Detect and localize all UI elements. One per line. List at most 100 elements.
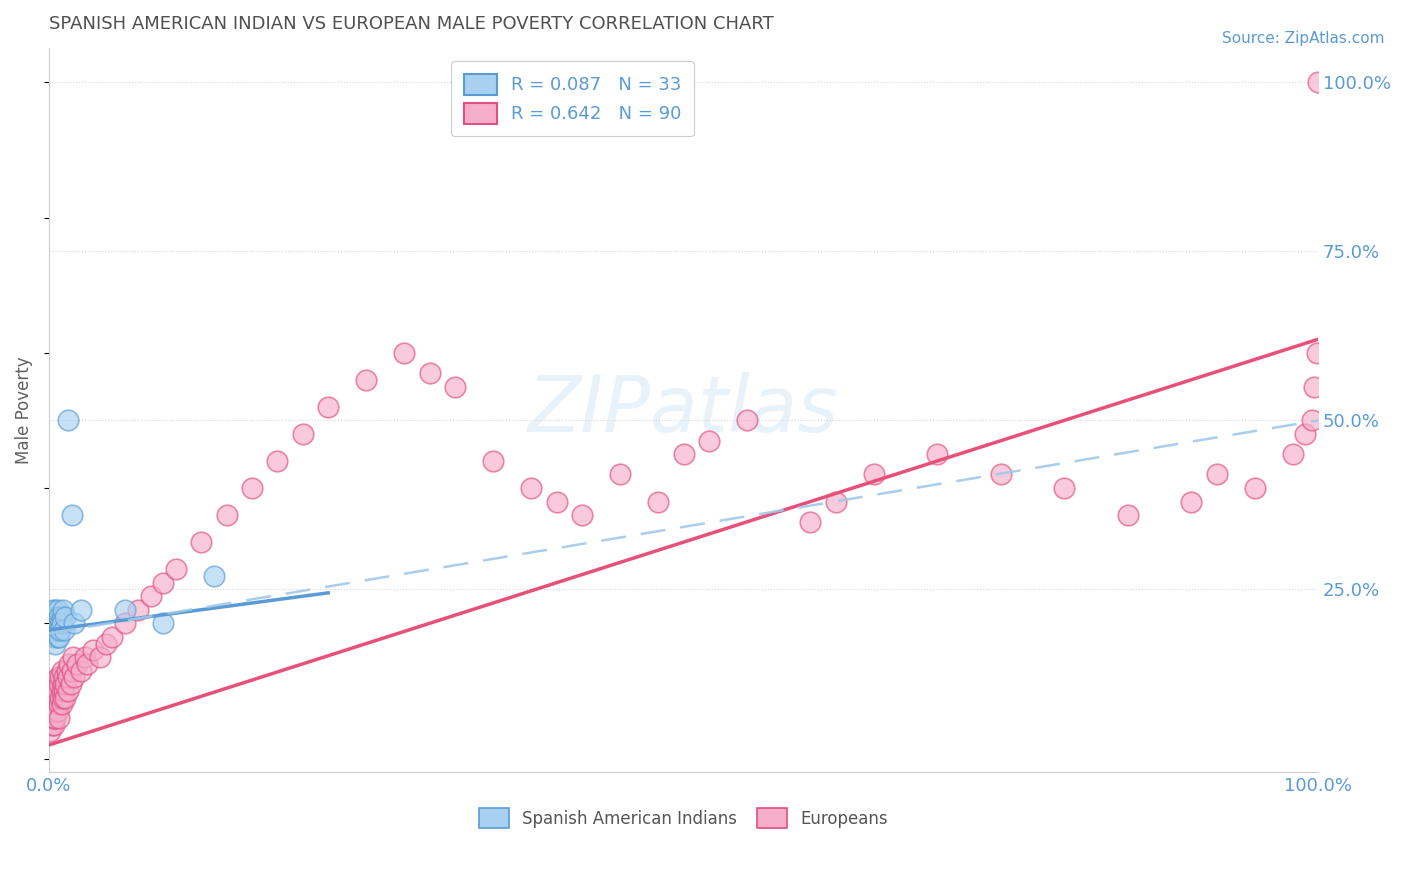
Point — [63, 670, 86, 684]
Point — [63, 616, 86, 631]
Point — [60, 508, 83, 522]
Point — [927, 447, 949, 461]
Point — [73, 650, 96, 665]
Point — [42, 711, 65, 725]
Point — [39, 724, 62, 739]
Point — [46, 616, 69, 631]
Point — [419, 366, 441, 380]
Point — [58, 657, 80, 671]
Point — [165, 562, 187, 576]
Point — [672, 447, 695, 461]
Point — [51, 698, 73, 712]
Point — [52, 603, 75, 617]
Point — [1301, 413, 1323, 427]
Point — [44, 704, 66, 718]
Point — [127, 603, 149, 617]
Point — [42, 704, 65, 718]
Point — [45, 609, 67, 624]
Point — [44, 636, 66, 650]
Point — [56, 684, 79, 698]
Point — [42, 623, 65, 637]
Point — [76, 657, 98, 671]
Point — [609, 467, 631, 482]
Point — [49, 690, 72, 705]
Point — [356, 373, 378, 387]
Point — [44, 603, 66, 617]
Point — [42, 616, 65, 631]
Point — [1303, 379, 1326, 393]
Point — [41, 623, 63, 637]
Point — [152, 575, 174, 590]
Point — [152, 616, 174, 631]
Point — [1308, 75, 1330, 89]
Point — [56, 670, 79, 684]
Point — [316, 400, 339, 414]
Point — [60, 664, 83, 678]
Point — [48, 630, 70, 644]
Point — [46, 630, 69, 644]
Point — [48, 711, 70, 725]
Point — [89, 650, 111, 665]
Point — [53, 670, 76, 684]
Point — [49, 670, 72, 684]
Point — [51, 684, 73, 698]
Point — [266, 454, 288, 468]
Point — [46, 670, 69, 684]
Point — [44, 684, 66, 698]
Point — [41, 711, 63, 725]
Point — [647, 494, 669, 508]
Point — [240, 481, 263, 495]
Point — [49, 616, 72, 631]
Point — [42, 690, 65, 705]
Point — [520, 481, 543, 495]
Point — [42, 630, 65, 644]
Point — [41, 717, 63, 731]
Point — [69, 664, 91, 678]
Point — [94, 636, 117, 650]
Point — [863, 467, 886, 482]
Point — [44, 630, 66, 644]
Point — [824, 494, 846, 508]
Point — [114, 616, 136, 631]
Point — [52, 677, 75, 691]
Point — [48, 623, 70, 637]
Point — [46, 684, 69, 698]
Point — [66, 657, 89, 671]
Point — [394, 345, 416, 359]
Point — [42, 704, 65, 718]
Point — [1243, 481, 1265, 495]
Point — [48, 609, 70, 624]
Point — [202, 569, 225, 583]
Y-axis label: Male Poverty: Male Poverty — [15, 357, 32, 464]
Point — [1180, 494, 1202, 508]
Point — [1053, 481, 1076, 495]
Point — [46, 603, 69, 617]
Point — [799, 515, 821, 529]
Point — [42, 698, 65, 712]
Point — [697, 434, 720, 448]
Point — [55, 690, 77, 705]
Point — [444, 379, 467, 393]
Point — [291, 426, 314, 441]
Point — [42, 711, 65, 725]
Point — [101, 630, 124, 644]
Point — [215, 508, 238, 522]
Point — [59, 677, 82, 691]
Point — [1205, 467, 1227, 482]
Point — [482, 454, 505, 468]
Point — [46, 704, 69, 718]
Point — [69, 603, 91, 617]
Point — [82, 643, 104, 657]
Point — [45, 677, 67, 691]
Point — [44, 698, 66, 712]
Point — [42, 609, 65, 624]
Point — [44, 616, 66, 631]
Point — [55, 677, 77, 691]
Point — [53, 623, 76, 637]
Point — [49, 623, 72, 637]
Point — [735, 413, 758, 427]
Point — [55, 609, 77, 624]
Point — [571, 508, 593, 522]
Point — [48, 698, 70, 712]
Text: Source: ZipAtlas.com: Source: ZipAtlas.com — [1222, 31, 1385, 46]
